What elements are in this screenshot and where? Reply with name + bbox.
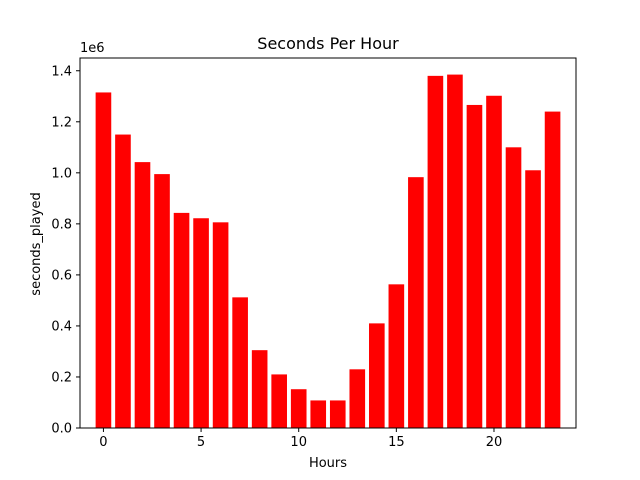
y-tick-label: 1.0 bbox=[51, 166, 72, 181]
x-tick-label: 5 bbox=[197, 435, 205, 450]
bar-hour-16 bbox=[408, 177, 424, 428]
y-tick-label: 1.2 bbox=[51, 115, 72, 130]
x-axis-ticks: 0 5 10 15 20 bbox=[99, 428, 502, 450]
bars-group bbox=[95, 74, 561, 429]
y-tick-label: 0.4 bbox=[51, 319, 72, 334]
bar-hour-14 bbox=[369, 323, 385, 428]
bar-hour-18 bbox=[447, 74, 463, 428]
bar-hour-9 bbox=[271, 374, 287, 428]
y-tick-label: 0.0 bbox=[51, 422, 72, 437]
bar-hour-2 bbox=[134, 162, 151, 428]
bar-hour-0 bbox=[95, 92, 112, 428]
bar-hour-15 bbox=[388, 284, 405, 428]
bar-hour-17 bbox=[427, 75, 444, 429]
y-tick-label: 0.6 bbox=[51, 268, 72, 283]
bar-hour-20 bbox=[486, 95, 502, 429]
y-axis-label: seconds_played bbox=[29, 192, 44, 295]
bar-hour-13 bbox=[349, 369, 366, 428]
y-axis-offset-text: 1e6 bbox=[80, 41, 105, 56]
x-tick-label: 0 bbox=[99, 435, 107, 450]
bar-hour-10 bbox=[290, 389, 307, 428]
bar-hour-5 bbox=[193, 218, 209, 428]
bar-hour-8 bbox=[251, 350, 268, 428]
y-tick-label: 0.2 bbox=[51, 370, 72, 385]
chart-title: Seconds Per Hour bbox=[257, 34, 399, 53]
x-axis-label: Hours bbox=[309, 456, 347, 471]
bar-hour-22 bbox=[525, 170, 541, 428]
bar-hour-7 bbox=[232, 297, 248, 428]
bar-hour-11 bbox=[310, 400, 327, 428]
bar-hour-12 bbox=[329, 400, 346, 428]
bar-hour-1 bbox=[115, 134, 131, 428]
bar-hour-4 bbox=[173, 212, 190, 428]
x-tick-label: 15 bbox=[388, 435, 405, 450]
bar-hour-19 bbox=[466, 104, 483, 428]
y-tick-label: 0.8 bbox=[51, 217, 72, 232]
x-tick-label: 10 bbox=[290, 435, 307, 450]
bar-hour-3 bbox=[154, 174, 170, 428]
x-tick-label: 20 bbox=[486, 435, 503, 450]
bar-hour-6 bbox=[212, 222, 229, 428]
y-axis-ticks: 0.0 0.2 0.4 0.6 0.8 1.0 1.2 1.4 bbox=[51, 64, 80, 437]
bar-hour-21 bbox=[505, 147, 522, 428]
plot-area-frame bbox=[79, 57, 577, 429]
y-tick-label: 1.4 bbox=[51, 64, 72, 79]
bar-hour-23 bbox=[544, 111, 561, 428]
